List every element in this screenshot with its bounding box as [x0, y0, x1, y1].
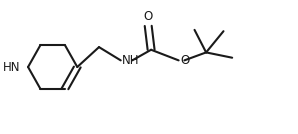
Text: HN: HN	[3, 60, 21, 74]
Text: NH: NH	[122, 54, 140, 67]
Text: O: O	[144, 10, 153, 23]
Text: O: O	[180, 54, 189, 67]
